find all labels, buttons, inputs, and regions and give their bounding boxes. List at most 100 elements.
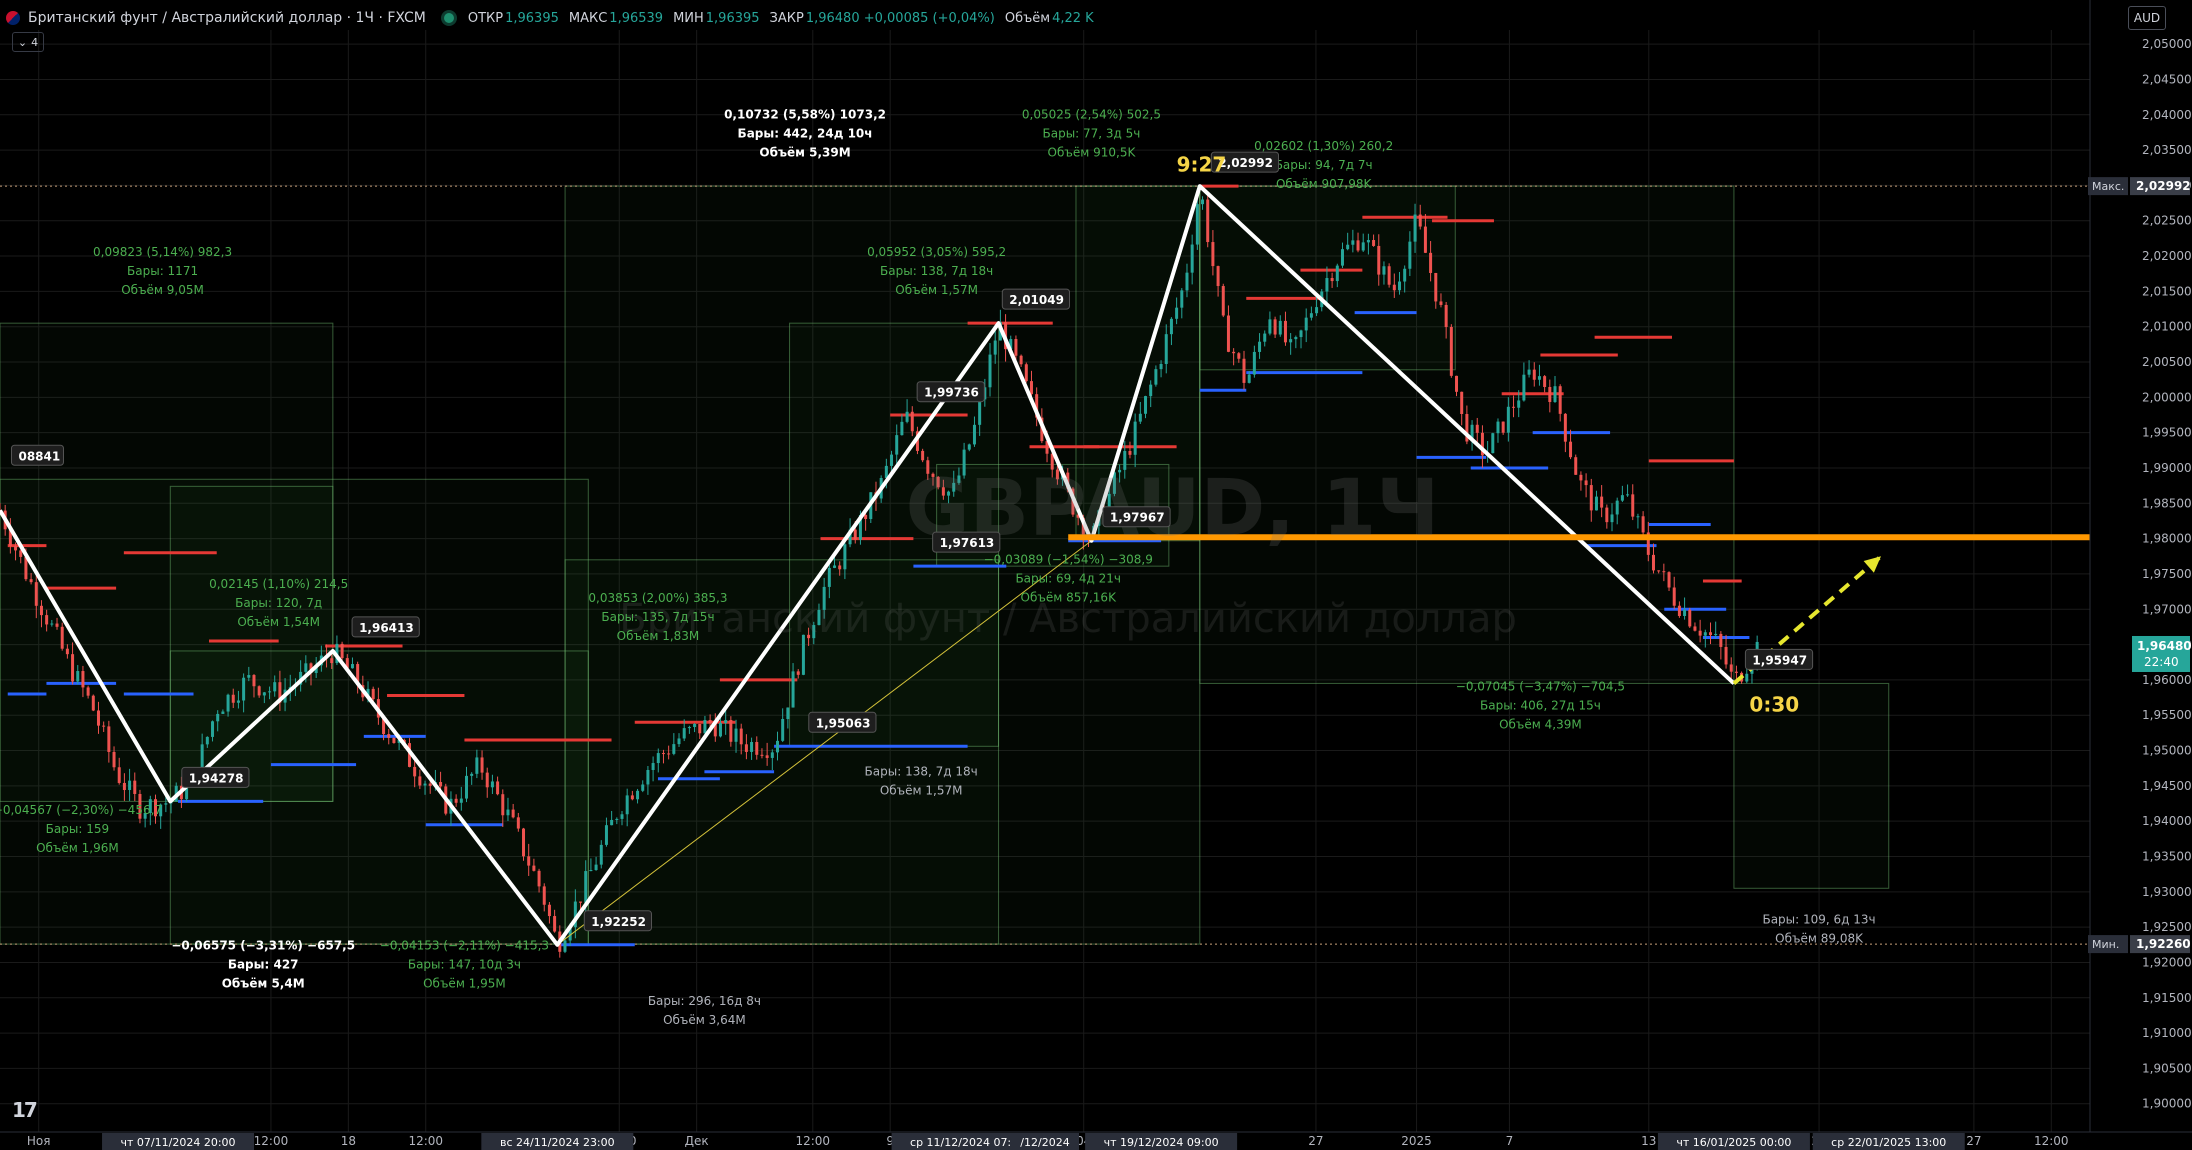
candle-body: [1076, 514, 1080, 518]
candle-body: [200, 744, 204, 779]
measurement-text: Бары: 1171: [127, 264, 198, 278]
measurement-text: Бары: 109, 6д 13ч: [1762, 913, 1875, 927]
candle-body: [1346, 244, 1350, 250]
ohlc-values: ОТКР 1,96395 МАКС 1,96539 МИН 1,96395 ЗАКР 1,96…: [468, 11, 1094, 26]
time-highlight-box: [102, 1133, 255, 1150]
last-price: 1,96480: [2137, 639, 2192, 653]
candle-body: [547, 904, 551, 917]
candle-body: [952, 482, 956, 492]
candle-body: [770, 752, 774, 758]
candle-body: [102, 725, 106, 727]
candle-body: [1693, 626, 1697, 631]
candle-body: [1646, 532, 1650, 555]
candle-body: [1610, 514, 1614, 523]
candle-body: [527, 856, 531, 866]
measurement-text: Объём 907,98K: [1276, 177, 1373, 191]
candle-body: [356, 664, 360, 686]
candle-body: [1014, 339, 1018, 356]
candle-body: [211, 721, 215, 737]
candle-body: [133, 780, 137, 794]
ohlc-value: 1,96395: [705, 10, 760, 26]
measure-range: [1199, 185, 1456, 371]
price-tick: 2,00000: [2142, 390, 2192, 404]
candle-body: [1698, 630, 1702, 636]
pivot-label-box: [181, 766, 250, 788]
candle-body: [1133, 421, 1137, 455]
candle-body: [304, 663, 308, 672]
candle-body: [1631, 494, 1635, 517]
measurement-text: Бары: 138, 7д 18ч: [880, 264, 993, 278]
symbol-title[interactable]: Британский фунт / Австралийский доллар ·…: [28, 10, 426, 26]
candle-body: [247, 675, 251, 678]
candle-body: [1372, 240, 1376, 246]
measurement-text: Бары: 406, 27д 15ч: [1480, 698, 1601, 712]
bar-timer: 22:40: [2144, 655, 2179, 669]
candle-body: [1506, 406, 1510, 433]
candle-body: [1045, 441, 1049, 454]
candle-body: [1532, 369, 1536, 380]
measurement-text: Бары: 296, 16д 8ч: [648, 994, 761, 1008]
measurement-text: Объём 910,5K: [1048, 145, 1137, 159]
candle-body: [138, 793, 142, 819]
candle-body: [1029, 381, 1033, 395]
tradingview-logo[interactable]: 17: [12, 1098, 38, 1122]
candle-body: [236, 700, 240, 703]
price-tick: 2,02000: [2142, 249, 2192, 263]
candle-body: [366, 688, 370, 698]
candle-body: [625, 795, 629, 815]
time-tick: 2025: [1401, 1134, 1432, 1148]
measurement-text: 0,02602 (1,30%) 260,2: [1254, 139, 1393, 153]
candle-body: [1662, 571, 1666, 573]
candle-body: [724, 720, 728, 724]
candle-body: [1543, 376, 1547, 387]
pivot-label: 1,99736: [924, 386, 979, 400]
candle-body: [143, 813, 147, 819]
candle-body: [350, 664, 354, 669]
candle-body: [532, 865, 536, 871]
candle-body: [807, 634, 811, 639]
candle-body: [1351, 240, 1355, 245]
candle-body: [1594, 496, 1598, 511]
candle-body: [485, 772, 489, 788]
measurement-text: Бары: 138, 7д 18ч: [865, 764, 978, 778]
candle-body: [439, 782, 443, 787]
time-highlight: ср 11/12/2024 07:00: [910, 1136, 1025, 1149]
candle-body: [1600, 496, 1604, 508]
indicators-toggle[interactable]: ⌄ 4: [12, 32, 44, 52]
pivot-label: 1,96413: [359, 621, 414, 635]
time-tick: 12:00: [408, 1134, 443, 1148]
candle-body: [55, 623, 59, 627]
candle-body: [128, 780, 132, 791]
candle-body: [454, 798, 458, 803]
ohlc-value: 1,96395: [505, 10, 559, 26]
candle-body: [895, 435, 899, 455]
candle-body: [1408, 241, 1412, 269]
candle-body: [905, 411, 909, 422]
measure-range: [1733, 682, 1890, 889]
price-tick: 1,96000: [2142, 673, 2192, 687]
candle-body: [1569, 441, 1573, 458]
ohlc-key: ЗАКР: [769, 10, 804, 26]
candle-body: [164, 803, 168, 805]
candle-body: [511, 809, 515, 818]
chart-header: Британский фунт / Австралийский доллар ·…: [6, 4, 1094, 32]
candle-body: [1144, 396, 1148, 414]
min-tag: Мин.: [2092, 938, 2119, 951]
pivot-label-box: [1102, 506, 1171, 528]
candle-body: [1299, 330, 1303, 338]
candle-body: [459, 798, 463, 803]
candle-body: [1263, 333, 1267, 342]
candle-body: [91, 695, 95, 711]
measurement-text: Бары: 147, 10д 3ч: [408, 958, 521, 972]
candle-body: [397, 739, 401, 743]
pivot-label: 2,01049: [1009, 293, 1064, 307]
candle-body: [781, 719, 785, 741]
price-tick: 1,94000: [2142, 814, 2192, 828]
currency-button[interactable]: AUD: [2128, 6, 2166, 30]
candle-body: [972, 424, 976, 445]
measurement-text: Объём 3,64M: [663, 1013, 746, 1027]
measurement-text: Объём 4,39M: [1499, 717, 1582, 731]
measurement-text: Объём 89,08K: [1775, 932, 1864, 946]
candle-body: [610, 819, 614, 826]
